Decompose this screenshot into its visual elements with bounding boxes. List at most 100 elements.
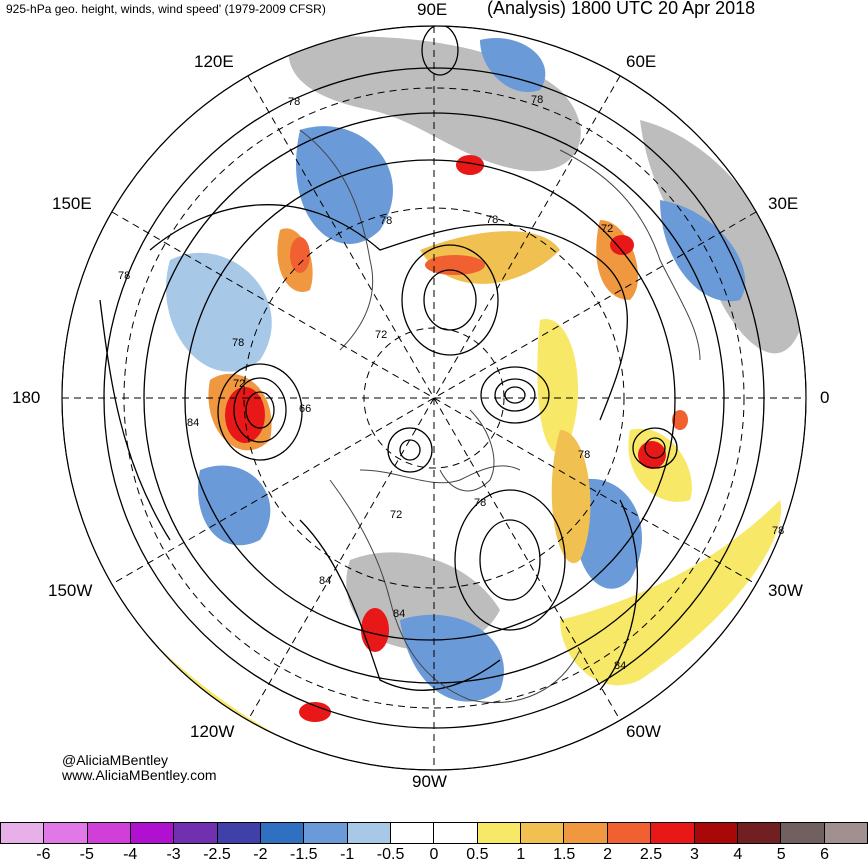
lon-label-30w: 30W <box>768 581 803 600</box>
colorbar-swatch <box>476 822 521 844</box>
contour-label: 78 <box>772 525 784 537</box>
contour-label: 72 <box>375 329 387 341</box>
lon-label-0: 0 <box>820 388 830 407</box>
colorbar-swatch <box>86 822 131 844</box>
colorbar-tick-label: -1 <box>340 846 355 863</box>
colorbar-swatch <box>693 822 737 844</box>
lon-label-120w: 120W <box>190 722 235 741</box>
strong-anomaly <box>290 237 310 273</box>
colorbar-tick-label: 4 <box>733 846 743 863</box>
contour-label: 72 <box>390 509 402 521</box>
colorbar-swatch <box>260 822 304 844</box>
colorbar-tick-label: 2 <box>603 846 613 863</box>
strong-anomaly <box>672 410 688 430</box>
lon-label-90e: 90E <box>417 0 448 19</box>
lon-label-90w: 90W <box>412 772 447 791</box>
contour-label: 84 <box>187 417 199 429</box>
colorbar-tick-label: -2.5 <box>203 846 231 863</box>
height-contour <box>401 244 499 356</box>
contour-label: 84 <box>319 575 331 587</box>
height-contour <box>233 377 287 443</box>
lon-label-120e: 120E <box>194 52 234 71</box>
contour-label: 84 <box>614 660 626 672</box>
strong-anomaly <box>610 235 634 255</box>
colorbar-ticks: -6 -5 -4 -3 -2.5 -2 -1.5 -1 -0.5 0 0.5 1 1.5 2 2.5 3 4 5 6 <box>0 846 868 866</box>
colorbar-tick-label: -2 <box>253 846 268 863</box>
height-contour <box>644 437 666 459</box>
height-contour <box>454 489 566 631</box>
meridian <box>247 75 621 721</box>
strong-anomaly <box>425 255 485 275</box>
meridian <box>247 75 621 721</box>
strong-anomaly <box>299 702 331 722</box>
coastline <box>439 409 495 492</box>
lon-label-60w: 60W <box>626 722 661 741</box>
colorbar-swatch <box>823 822 868 844</box>
map-border <box>61 25 807 771</box>
height-contour <box>423 269 477 331</box>
colorbar-swatch <box>650 822 694 844</box>
negative-anomaly <box>660 200 746 302</box>
height-contour <box>494 378 536 412</box>
contour-label: 84 <box>393 608 405 620</box>
coastline <box>299 129 374 351</box>
colorbar-tick-label: -3 <box>166 846 181 863</box>
height-contour <box>299 519 501 692</box>
colorbar-tick-label: 0.5 <box>466 846 489 863</box>
coastline <box>559 149 701 361</box>
colorbar-swatch <box>346 822 391 844</box>
colorbar-tick-label: 5 <box>776 846 786 863</box>
colorbar-swatch <box>43 822 87 844</box>
lon-label-60e: 60E <box>626 52 657 71</box>
contour-label: 78 <box>232 337 244 349</box>
contour-label: 66 <box>299 403 311 415</box>
positive-anomaly <box>551 430 591 564</box>
lon-label-30e: 30E <box>768 194 799 213</box>
height-contour <box>149 204 628 421</box>
colorbar-tick-label: 6 <box>820 846 830 863</box>
map-title-left: 925-hPa geo. height, winds, wind speed' … <box>6 2 326 16</box>
colorbar-swatch <box>0 822 44 844</box>
lon-label-150w: 150W <box>48 581 93 600</box>
height-contour <box>421 26 459 76</box>
colorbar-swatch <box>216 822 261 844</box>
contour-label: 78 <box>380 215 392 227</box>
colorbar-tick-label: -1.5 <box>290 846 318 863</box>
colorbar-swatch <box>390 822 434 844</box>
lon-label-150e: 150E <box>52 194 92 213</box>
height-contour <box>599 499 639 691</box>
height-contour <box>632 427 678 469</box>
strong-anomaly <box>456 155 484 175</box>
credit-website[interactable]: www.AliciaMBentley.com <box>62 767 217 783</box>
contour-label: 72 <box>233 378 245 390</box>
height-contour <box>480 366 550 424</box>
height-contour <box>479 519 541 601</box>
meridian <box>111 211 757 585</box>
strong-anomaly <box>361 608 389 652</box>
colorbar-tick-label: 3 <box>689 846 699 863</box>
coastline <box>329 479 581 704</box>
colorbar-tick-label: 1 <box>516 846 526 863</box>
negative-anomaly <box>574 478 642 589</box>
height-contour <box>504 386 526 404</box>
lon-label-180: 180 <box>12 388 41 407</box>
height-contour <box>99 299 171 541</box>
positive-anomaly <box>537 319 579 453</box>
negative-anomaly <box>198 465 271 546</box>
colorbar-swatch <box>433 822 477 844</box>
meridian <box>111 211 757 585</box>
contour-label: 78 <box>288 96 300 108</box>
colorbar-tick-label: 1.5 <box>553 846 576 863</box>
credit-handle: @AliciaMBentley <box>62 752 169 768</box>
colorbar-swatch <box>130 822 174 844</box>
height-contour <box>245 391 275 429</box>
colorbar-tick-label: -4 <box>123 846 138 863</box>
map-title-right: (Analysis) 1800 UTC 20 Apr 2018 <box>487 0 756 18</box>
contour-label: 78 <box>474 497 486 509</box>
colorbar-swatch <box>780 822 824 844</box>
contour-label: 72 <box>601 223 613 235</box>
height-contour <box>217 363 303 461</box>
contour-label: 78 <box>118 270 130 282</box>
contour-label: 78 <box>486 214 498 226</box>
colorbar-tick-label: 0 <box>429 846 439 863</box>
